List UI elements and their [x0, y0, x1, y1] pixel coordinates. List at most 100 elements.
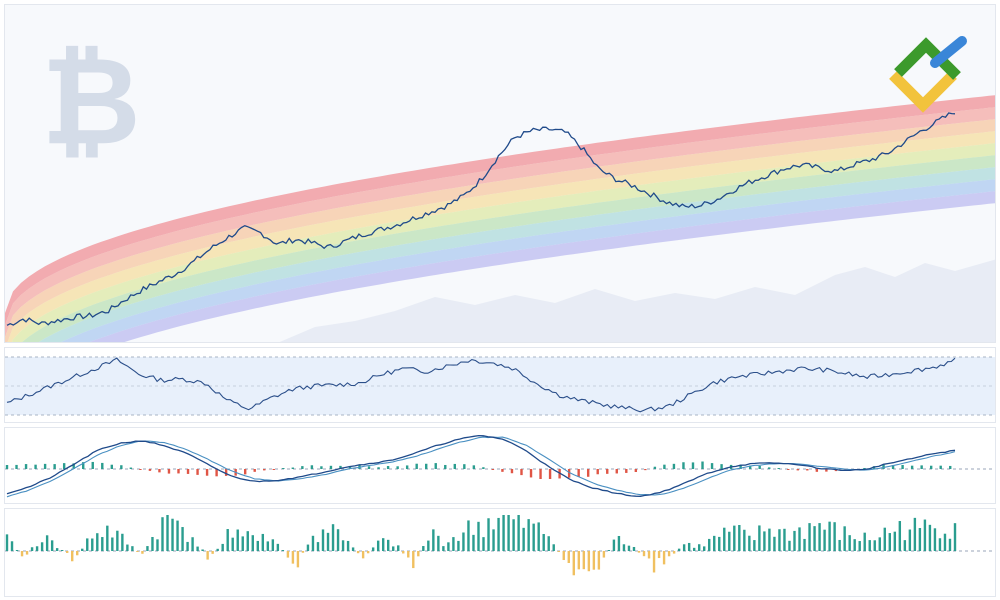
volume-bar — [176, 520, 179, 551]
volume-bar — [873, 540, 876, 551]
macd-histogram-bar — [158, 469, 161, 473]
volume-bar — [81, 548, 84, 551]
volume-bar — [251, 535, 254, 551]
macd-histogram-bar — [34, 464, 37, 469]
volume-bar — [612, 539, 616, 551]
volume-bar — [161, 517, 164, 551]
volume-bar — [557, 551, 560, 552]
volume-bar — [923, 519, 927, 551]
volume-bar — [321, 529, 325, 551]
volume-bar — [65, 551, 69, 553]
macd-histogram-bar — [491, 469, 495, 470]
volume-bar — [672, 551, 676, 554]
volume-bar — [106, 525, 109, 551]
volume-panel — [4, 508, 996, 597]
volume-bar — [296, 551, 300, 568]
macd-histogram-bar — [463, 464, 466, 469]
macd-histogram-bar — [739, 464, 742, 469]
volume-bar — [667, 551, 671, 557]
volume-bar — [858, 541, 861, 551]
volume-bar — [637, 551, 641, 553]
volume-bar — [783, 528, 786, 551]
macd-histogram-bar — [24, 464, 28, 469]
macd-histogram-bar — [320, 466, 323, 469]
macd-histogram-bar — [796, 469, 799, 471]
macd-histogram-bar — [120, 465, 123, 469]
volume-bar — [266, 541, 270, 551]
volume-bar — [843, 526, 846, 551]
macd-histogram-bar — [910, 465, 914, 469]
volume-bar — [883, 527, 886, 551]
macd-panel — [4, 427, 996, 504]
macd-histogram-bar — [224, 469, 228, 476]
volume-bar — [316, 542, 320, 551]
volume-bar — [211, 551, 214, 554]
volume-bar — [878, 537, 881, 551]
volume-bar — [607, 550, 611, 551]
macd-histogram-bar — [186, 469, 190, 474]
macd-histogram-bar — [301, 466, 304, 469]
price-chart-panel: ₿ — [4, 4, 996, 343]
macd-histogram-bar — [758, 465, 761, 469]
volume-bar — [487, 518, 490, 551]
macd-histogram-bar — [329, 465, 333, 469]
macd-histogram-bar — [405, 465, 409, 469]
volume-bar — [462, 532, 465, 551]
volume-bar — [642, 551, 646, 557]
price-chart: ₿ — [5, 5, 995, 342]
macd-histogram-bar — [634, 469, 638, 473]
volume-bar — [141, 551, 144, 554]
volume-bar — [457, 540, 460, 551]
volume-bar — [622, 544, 626, 551]
macd-histogram-bar — [806, 469, 809, 471]
volume-bar — [156, 539, 159, 551]
volume-bar — [738, 524, 741, 551]
volume-bar — [356, 551, 360, 554]
macd-histogram-bar — [682, 462, 685, 469]
macd-histogram-bar — [272, 469, 275, 470]
volume-bar — [331, 524, 335, 551]
macd-histogram-bar — [920, 465, 923, 469]
volume-bar — [888, 533, 891, 551]
volume-bar — [361, 551, 365, 559]
volume-bar — [647, 551, 651, 559]
macd-histogram-bar — [653, 466, 657, 469]
volume-bar — [682, 544, 686, 551]
macd-histogram-bar — [929, 465, 933, 469]
volume-bar — [953, 523, 957, 551]
volume-bar — [908, 529, 912, 551]
macd-histogram-bar — [205, 469, 209, 476]
macd-histogram-bar — [586, 469, 590, 477]
volume-bar — [627, 545, 631, 551]
volume-bar — [482, 537, 485, 551]
volume-bar — [893, 531, 897, 551]
volume-bar — [101, 537, 104, 551]
volume-bar — [718, 536, 721, 551]
volume-bar — [417, 551, 420, 557]
volume-bar — [848, 535, 851, 551]
macd-histogram-bar — [863, 467, 866, 469]
rainbow-bands — [5, 95, 995, 342]
volume-bar — [301, 551, 305, 553]
volume-bar — [291, 551, 295, 564]
volume-bar — [572, 551, 575, 576]
volume-bar — [366, 551, 370, 554]
volume-bar — [803, 538, 806, 551]
rainbow-band-7 — [38, 167, 995, 342]
volume-bar — [336, 529, 340, 551]
volume-bar — [542, 533, 545, 551]
macd-histogram-bar — [53, 464, 56, 469]
volume-bar — [381, 538, 385, 551]
volume-bar — [828, 521, 831, 551]
volume-bars — [5, 515, 957, 576]
mountain-silhouette — [279, 259, 995, 342]
macd-histogram-bar — [243, 469, 247, 475]
macd-histogram-bar — [644, 469, 647, 471]
volume-bar — [532, 523, 535, 551]
macd-histogram-bar — [377, 467, 380, 469]
volume-bar — [326, 532, 330, 551]
macd-histogram-bar — [520, 469, 523, 476]
rainbow-band-4 — [7, 131, 995, 342]
volume-bar — [723, 527, 726, 551]
volume-bar — [181, 527, 184, 551]
